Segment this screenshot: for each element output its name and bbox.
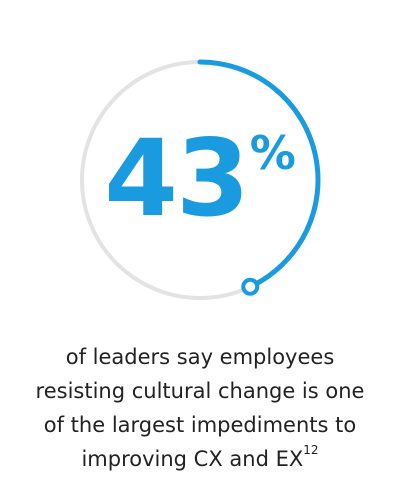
caption-line-last: improving CX and EX12	[0, 442, 400, 476]
stat-number: 43%	[0, 126, 400, 232]
caption-line: of the largest impediments to	[43, 413, 357, 437]
progress-ring	[80, 59, 321, 300]
stat-value: 43	[104, 117, 250, 240]
ring-arc	[197, 59, 321, 290]
caption-line: resisting cultural change is one	[35, 379, 365, 403]
caption: of leaders say employees resisting cultu…	[0, 340, 400, 476]
caption-line-text: improving CX and EX	[81, 447, 304, 471]
footnote-ref: 12	[303, 443, 319, 457]
caption-line: of leaders say employees	[65, 345, 335, 369]
stat-unit: %	[249, 126, 296, 180]
ring-end-dot	[241, 277, 260, 296]
